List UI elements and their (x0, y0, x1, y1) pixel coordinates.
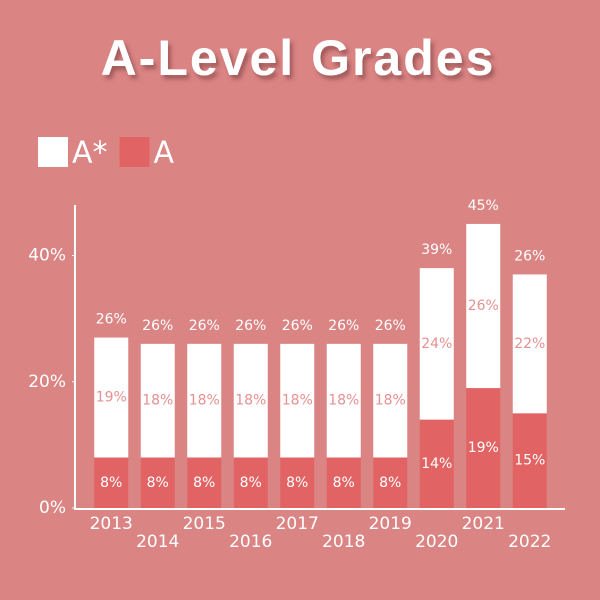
bar-segment (512, 413, 547, 508)
value-label: 8% (379, 475, 401, 491)
value-label: 8% (333, 475, 355, 491)
bar-segment (326, 457, 361, 508)
bar-segment (466, 223, 501, 389)
bar-segment (280, 457, 315, 508)
total-label: 26% (189, 318, 220, 334)
legend-label: A* (72, 136, 108, 171)
legend-swatch (119, 137, 150, 167)
value-label: 22% (514, 336, 545, 352)
value-label: 18% (375, 393, 406, 409)
bar-segment (419, 268, 454, 420)
bar-segment (512, 274, 547, 414)
y-tick-label: 0% (39, 498, 66, 518)
x-tick-label: 2016 (229, 532, 272, 552)
value-label: 8% (147, 475, 169, 491)
legend-swatch (38, 137, 68, 167)
bar-segment (187, 343, 222, 458)
bar-segment (373, 457, 408, 508)
x-tick-label: 2020 (415, 532, 458, 552)
bar-segment (419, 419, 454, 508)
value-label: 18% (189, 393, 220, 409)
total-label: 26% (282, 318, 313, 334)
bar-segment (280, 343, 315, 458)
value-label: 8% (193, 475, 215, 491)
x-tick-label: 2015 (183, 514, 226, 534)
x-tick-label: 2017 (276, 514, 319, 534)
total-label: 26% (514, 248, 545, 264)
bar-segment (373, 343, 408, 458)
y-tick-label: 20% (28, 372, 66, 392)
total-label: 26% (235, 318, 266, 334)
total-label: 39% (421, 242, 452, 258)
value-label: 18% (142, 393, 173, 409)
value-label: 8% (240, 475, 262, 491)
total-label: 26% (328, 318, 359, 334)
value-label: 14% (421, 456, 452, 472)
bar-segment (326, 343, 361, 458)
value-label: 18% (235, 393, 266, 409)
total-label: 45% (468, 198, 499, 214)
value-label: 15% (514, 453, 545, 469)
x-tick-label: 2021 (462, 514, 505, 534)
bar-segment (94, 337, 129, 458)
x-tick-label: 2018 (322, 532, 365, 552)
bar-segment (233, 343, 268, 458)
x-tick-label: 2019 (369, 514, 412, 534)
x-tick-label: 2022 (508, 532, 551, 552)
legend-label: A (154, 136, 175, 171)
bar-segment (466, 388, 501, 508)
total-label: 26% (96, 312, 127, 328)
x-tick-label: 2013 (90, 514, 133, 534)
bar-segment (140, 343, 175, 458)
value-label: 18% (328, 393, 359, 409)
value-label: 8% (100, 475, 122, 491)
total-label: 26% (142, 318, 173, 334)
value-label: 24% (421, 336, 452, 352)
chart-title: A-Level Grades (101, 30, 496, 86)
bar-segment (187, 457, 222, 508)
total-label: 26% (375, 318, 406, 334)
x-tick-label: 2014 (136, 532, 179, 552)
value-label: 19% (468, 440, 499, 456)
bar-segment (94, 457, 129, 508)
value-label: 19% (96, 390, 127, 406)
value-label: 18% (282, 393, 313, 409)
bar-segment (140, 457, 175, 508)
value-label: 26% (468, 298, 499, 314)
y-tick-label: 40% (28, 246, 66, 266)
bar-segment (233, 457, 268, 508)
value-label: 8% (286, 475, 308, 491)
